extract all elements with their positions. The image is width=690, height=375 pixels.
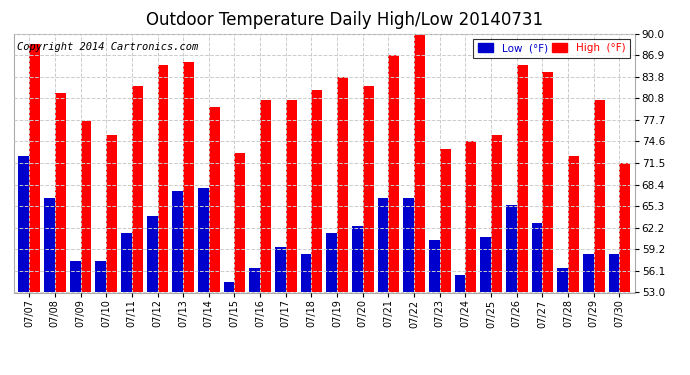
Bar: [414, 30, 425, 292]
Bar: [224, 282, 235, 292]
Bar: [404, 198, 414, 292]
Bar: [506, 205, 517, 292]
Bar: [95, 261, 106, 292]
Bar: [583, 254, 593, 292]
Bar: [286, 100, 297, 292]
Bar: [609, 254, 620, 292]
Bar: [620, 163, 630, 292]
Bar: [209, 107, 219, 292]
Bar: [198, 188, 209, 292]
Text: Copyright 2014 Cartronics.com: Copyright 2014 Cartronics.com: [17, 42, 198, 51]
Bar: [455, 275, 466, 292]
Bar: [517, 65, 528, 292]
Bar: [183, 62, 194, 292]
Bar: [568, 156, 579, 292]
Bar: [301, 254, 311, 292]
Bar: [466, 141, 476, 292]
Bar: [70, 261, 81, 292]
Bar: [311, 90, 322, 292]
Bar: [29, 44, 40, 292]
Bar: [81, 121, 91, 292]
Bar: [352, 226, 363, 292]
Bar: [157, 65, 168, 292]
Bar: [593, 100, 604, 292]
Bar: [260, 100, 271, 292]
Bar: [106, 135, 117, 292]
Text: Outdoor Temperature Daily High/Low 20140731: Outdoor Temperature Daily High/Low 20140…: [146, 11, 544, 29]
Bar: [249, 268, 260, 292]
Bar: [440, 149, 451, 292]
Bar: [19, 156, 29, 292]
Bar: [275, 247, 286, 292]
Bar: [147, 216, 157, 292]
Bar: [491, 135, 502, 292]
Bar: [337, 77, 348, 292]
Bar: [542, 72, 553, 292]
Bar: [363, 86, 373, 292]
Bar: [132, 86, 143, 292]
Bar: [429, 240, 440, 292]
Bar: [558, 268, 568, 292]
Bar: [326, 233, 337, 292]
Bar: [172, 191, 183, 292]
Bar: [388, 55, 400, 292]
Bar: [531, 223, 542, 292]
Bar: [235, 153, 245, 292]
Bar: [480, 237, 491, 292]
Bar: [377, 198, 388, 292]
Bar: [55, 93, 66, 292]
Bar: [44, 198, 55, 292]
Bar: [121, 233, 132, 292]
Legend: Low  (°F), High  (°F): Low (°F), High (°F): [473, 39, 629, 57]
